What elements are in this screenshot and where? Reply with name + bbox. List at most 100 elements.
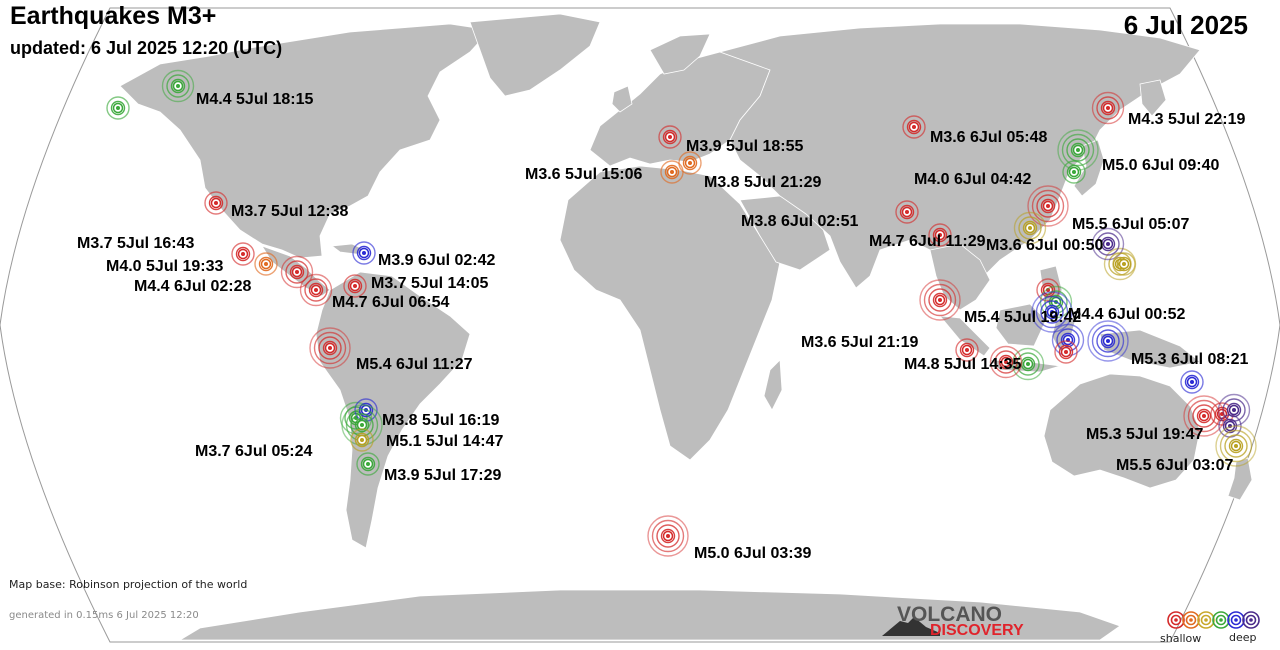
- quake-ring: [299, 273, 333, 307]
- quake-ring: [309, 327, 351, 369]
- quake-marker-unlabeled[interactable]: [1054, 340, 1078, 364]
- quake-marker[interactable]: [356, 452, 380, 476]
- quake-marker[interactable]: [919, 279, 961, 321]
- quake-center-dot: [1072, 170, 1076, 174]
- quake-ring: [1091, 324, 1125, 358]
- legend-depth-swatch: [1167, 611, 1185, 629]
- quake-center-dot: [965, 348, 969, 352]
- quake-marker-unlabeled[interactable]: [1112, 252, 1136, 276]
- quake-marker[interactable]: [989, 345, 1023, 379]
- legend-depth-swatch: [1242, 611, 1260, 629]
- legend-depth-dot: [1219, 618, 1223, 622]
- quake-ring: [994, 350, 1018, 374]
- quake-ring: [166, 74, 190, 98]
- quake-marker-unlabeled[interactable]: [1180, 370, 1204, 394]
- quake-marker[interactable]: [647, 515, 689, 557]
- land-antarctica: [178, 589, 1121, 641]
- quake-ring: [1192, 404, 1216, 428]
- quake-marker[interactable]: [254, 252, 278, 276]
- quake-ring: [280, 255, 314, 289]
- quake-ring: [656, 524, 680, 548]
- quake-center-dot: [1228, 424, 1232, 428]
- earthquake-markers: M4.4 5Jul 18:15 M4.3 5Jul 22:19 M3.6 6Jul …: [77, 69, 1257, 562]
- legend-depth-swatch: [1200, 614, 1212, 626]
- quake-label: M5.4 6Jul 11:27: [356, 356, 473, 373]
- quake-marker[interactable]: [1091, 91, 1125, 125]
- land-madagascar: [763, 359, 783, 411]
- quake-marker[interactable]: [343, 274, 367, 298]
- quake-center-dot: [1050, 310, 1054, 314]
- volcano-discovery-logo[interactable]: VOLCANO DISCOVERY: [882, 603, 1042, 643]
- quake-center-dot: [360, 423, 364, 427]
- land-north-america: [119, 23, 491, 259]
- legend-depth-dot: [1234, 618, 1238, 622]
- quake-marker[interactable]: [678, 151, 702, 175]
- quake-ring: [1070, 142, 1086, 158]
- quake-ring: [647, 515, 689, 557]
- quake-ring: [899, 204, 915, 220]
- quake-center-dot: [1004, 360, 1008, 364]
- quake-ring: [308, 282, 324, 298]
- quake-ring: [1035, 295, 1069, 329]
- quake-marker[interactable]: [955, 338, 979, 362]
- quake-ring: [352, 241, 376, 265]
- quake-marker[interactable]: [350, 428, 374, 452]
- quake-ring: [356, 245, 372, 261]
- quake-marker[interactable]: [231, 242, 255, 266]
- quake-ring: [906, 119, 922, 135]
- quake-marker[interactable]: [928, 223, 952, 247]
- quake-label: M4.0 6Jul 04:42: [914, 171, 1032, 188]
- quake-ring: [313, 331, 347, 365]
- quake-marker[interactable]: [280, 255, 314, 289]
- quake-center-dot: [360, 438, 364, 442]
- quake-ring: [231, 242, 255, 266]
- legend-depth-swatch: [1170, 614, 1182, 626]
- quake-marker-unlabeled[interactable]: [106, 96, 130, 120]
- land-greenland: [469, 13, 601, 97]
- quake-label: M3.7 5Jul 16:43: [77, 235, 195, 252]
- quake-marker[interactable]: [1183, 395, 1225, 437]
- quake-marker[interactable]: [1215, 425, 1257, 467]
- quake-center-dot: [1028, 226, 1032, 230]
- quake-marker[interactable]: [299, 273, 333, 307]
- quake-marker[interactable]: [658, 125, 682, 149]
- quake-ring: [1096, 232, 1120, 256]
- quake-marker[interactable]: [895, 200, 919, 224]
- quake-marker[interactable]: [1062, 160, 1086, 184]
- quake-ring: [1096, 329, 1120, 353]
- quake-ring: [1031, 189, 1065, 223]
- quake-ring: [254, 252, 278, 276]
- quake-ring: [1222, 418, 1238, 434]
- quake-marker[interactable]: [161, 69, 195, 103]
- quake-marker[interactable]: [1031, 291, 1073, 333]
- quake-center-dot: [670, 170, 674, 174]
- quake-ring: [1061, 133, 1095, 167]
- quake-marker[interactable]: [352, 241, 376, 265]
- legend-depth-swatch: [1185, 614, 1197, 626]
- quake-ring: [354, 417, 370, 433]
- quake-marker[interactable]: [902, 115, 926, 139]
- map-base-note: Map base: Robinson projection of the wor…: [9, 578, 248, 591]
- quake-label: M4.4 6Jul 02:28: [134, 278, 252, 295]
- quake-marker[interactable]: [1013, 211, 1047, 245]
- land-africa: [559, 165, 781, 461]
- quake-center-dot: [1106, 339, 1110, 343]
- quake-label: M4.3 5Jul 22:19: [1128, 111, 1246, 128]
- quake-marker-unlabeled[interactable]: [1091, 227, 1125, 261]
- quake-ring: [1180, 370, 1204, 394]
- legend-depth-dot: [1249, 618, 1253, 622]
- quake-marker[interactable]: [1087, 320, 1129, 362]
- quake-label: M3.8 5Jul 21:29: [704, 174, 822, 191]
- quake-center-dot: [1202, 414, 1206, 418]
- quake-marker[interactable]: [204, 191, 228, 215]
- quake-ring: [1013, 211, 1047, 245]
- quake-label: M3.8 5Jul 16:19: [382, 412, 500, 429]
- quake-ring: [318, 336, 342, 360]
- quake-marker[interactable]: [1027, 185, 1069, 227]
- quake-marker[interactable]: [309, 327, 351, 369]
- quake-center-dot: [1232, 408, 1236, 412]
- land-indochina: [929, 243, 991, 311]
- quake-ring: [1100, 236, 1116, 252]
- quake-ring: [1040, 198, 1056, 214]
